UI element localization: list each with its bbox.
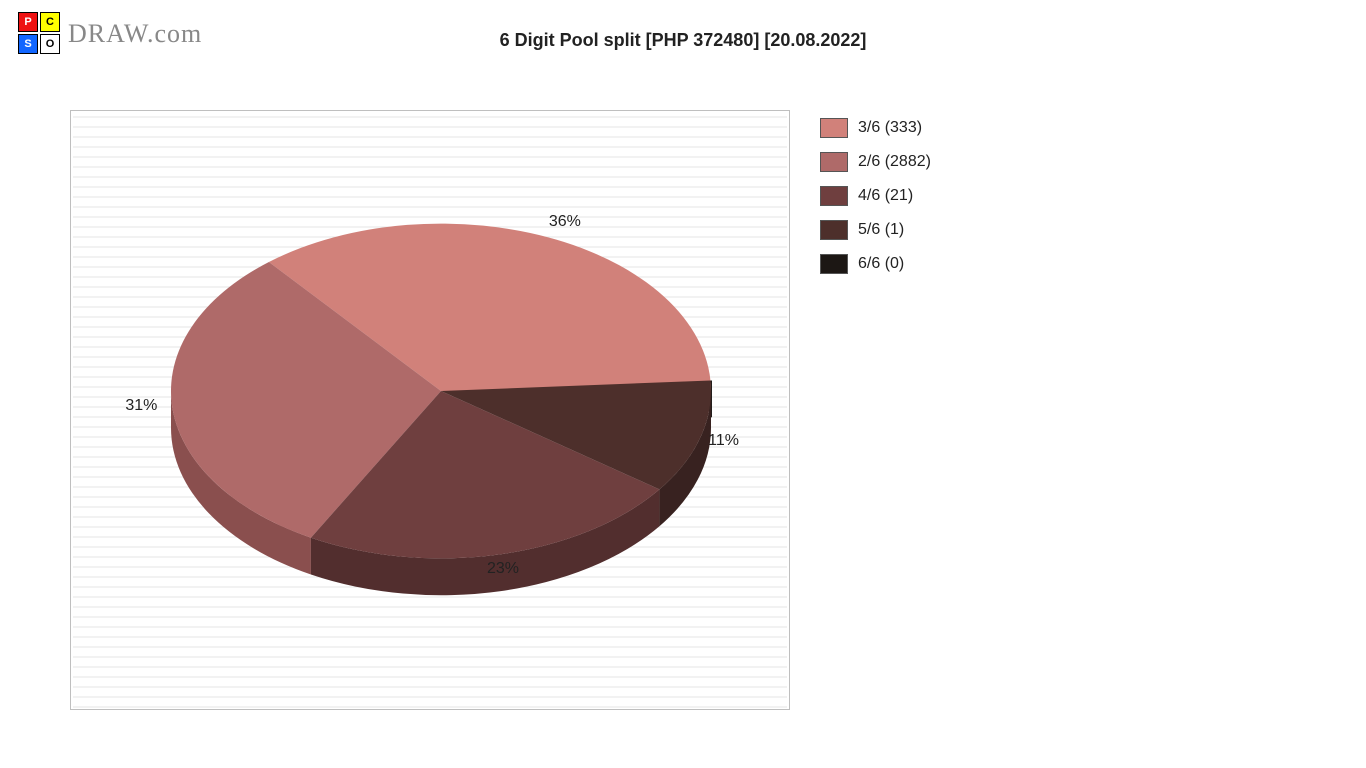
pie-chart [71,111,789,709]
legend-label: 4/6 (21) [858,187,913,205]
legend: 3/6 (333) 2/6 (2882) 4/6 (21) 5/6 (1) 6/6 (0… [820,118,931,288]
legend-swatch [820,220,848,240]
pie-pct-label: 36% [549,213,581,231]
legend-label: 6/6 (0) [858,255,904,273]
legend-item: 4/6 (21) [820,186,931,206]
legend-swatch [820,186,848,206]
legend-item: 5/6 (1) [820,220,931,240]
pie-pct-label: 23% [487,560,519,578]
plot-area [70,110,790,710]
logo-q-tl: P [18,12,38,32]
legend-swatch [820,254,848,274]
legend-label: 5/6 (1) [858,221,904,239]
logo-q-tr: C [40,12,60,32]
legend-swatch [820,118,848,138]
pie-pct-label: 31% [125,397,157,415]
legend-label: 2/6 (2882) [858,153,931,171]
pie-pct-label: 11% [708,432,739,450]
legend-label: 3/6 (333) [858,119,922,137]
legend-item: 2/6 (2882) [820,152,931,172]
legend-item: 6/6 (0) [820,254,931,274]
chart-title: 6 Digit Pool split [PHP 372480] [20.08.2… [0,30,1366,51]
legend-item: 3/6 (333) [820,118,931,138]
legend-swatch [820,152,848,172]
